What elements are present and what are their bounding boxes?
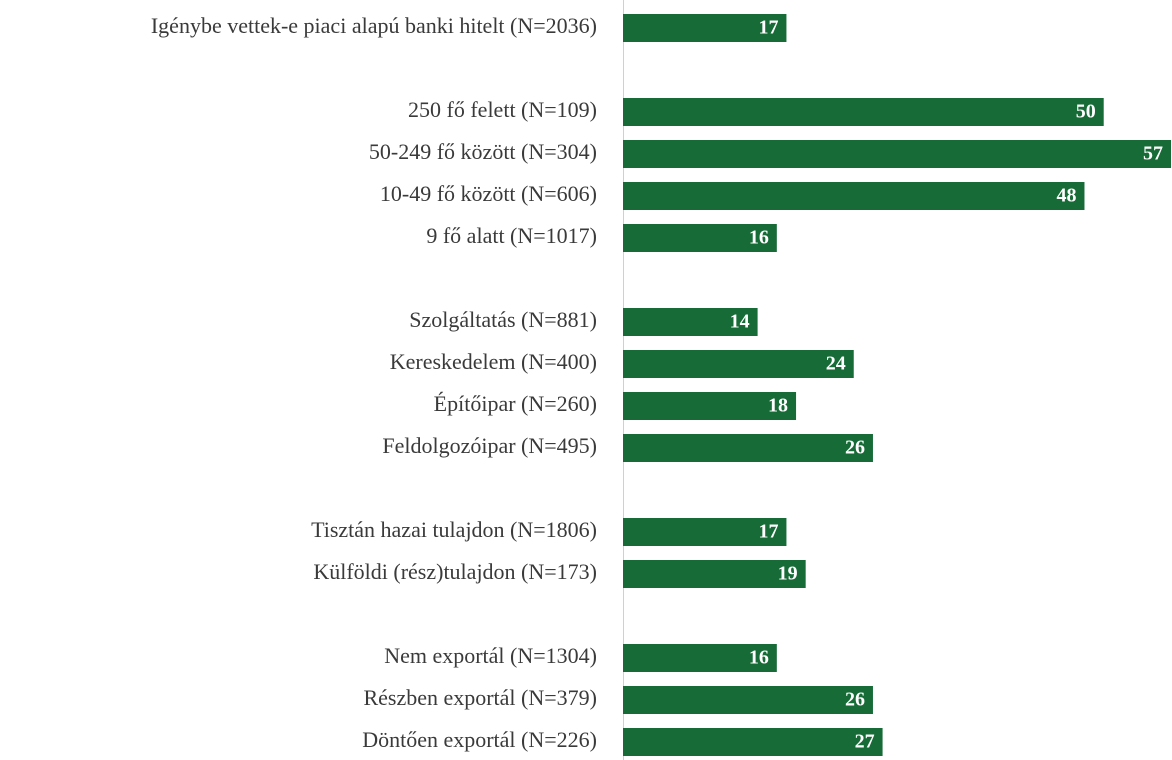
value-label: 27 <box>855 731 875 753</box>
value-label: 19 <box>778 563 798 585</box>
category-label: Kereskedelem (N=400) <box>390 349 597 374</box>
value-label: 50 <box>1076 101 1096 123</box>
category-label: Tisztán hazai tulajdon (N=1806) <box>311 517 597 542</box>
bar <box>623 728 883 756</box>
value-label: 26 <box>845 689 865 711</box>
bar <box>623 182 1085 210</box>
bar <box>623 434 873 462</box>
value-label: 14 <box>730 311 750 333</box>
bar <box>623 224 777 252</box>
bar <box>623 140 1171 168</box>
value-label: 24 <box>826 353 846 375</box>
category-label: Döntően exportál (N=226) <box>362 727 597 752</box>
category-label: Építőipar (N=260) <box>434 391 597 416</box>
bar <box>623 14 787 42</box>
value-label: 16 <box>749 227 769 249</box>
category-label: 9 fő alatt (N=1017) <box>426 223 597 248</box>
category-label: 10-49 fő között (N=606) <box>380 181 597 206</box>
bar <box>623 518 787 546</box>
value-label: 48 <box>1056 185 1076 207</box>
category-label: Igénybe vettek-e piaci alapú banki hitel… <box>151 13 597 38</box>
bar <box>623 392 797 420</box>
category-label: 50-249 fő között (N=304) <box>369 139 597 164</box>
category-label: Nem exportál (N=1304) <box>384 643 597 668</box>
category-label: Részben exportál (N=379) <box>363 685 597 710</box>
bar <box>623 350 854 378</box>
bar <box>623 308 758 336</box>
value-label: 17 <box>758 521 778 543</box>
value-label: 18 <box>768 395 788 417</box>
bar <box>623 644 777 672</box>
category-label: 250 fő felett (N=109) <box>408 97 597 122</box>
category-label: Szolgáltatás (N=881) <box>409 307 597 332</box>
category-label: Feldolgozóipar (N=495) <box>382 433 597 458</box>
bar <box>623 98 1104 126</box>
value-label: 16 <box>749 647 769 669</box>
bar <box>623 686 873 714</box>
value-label: 57 <box>1143 143 1163 165</box>
bar <box>623 560 806 588</box>
value-label: 17 <box>758 17 778 39</box>
value-label: 26 <box>845 437 865 459</box>
category-label: Külföldi (rész)tulajdon (N=173) <box>313 559 597 584</box>
